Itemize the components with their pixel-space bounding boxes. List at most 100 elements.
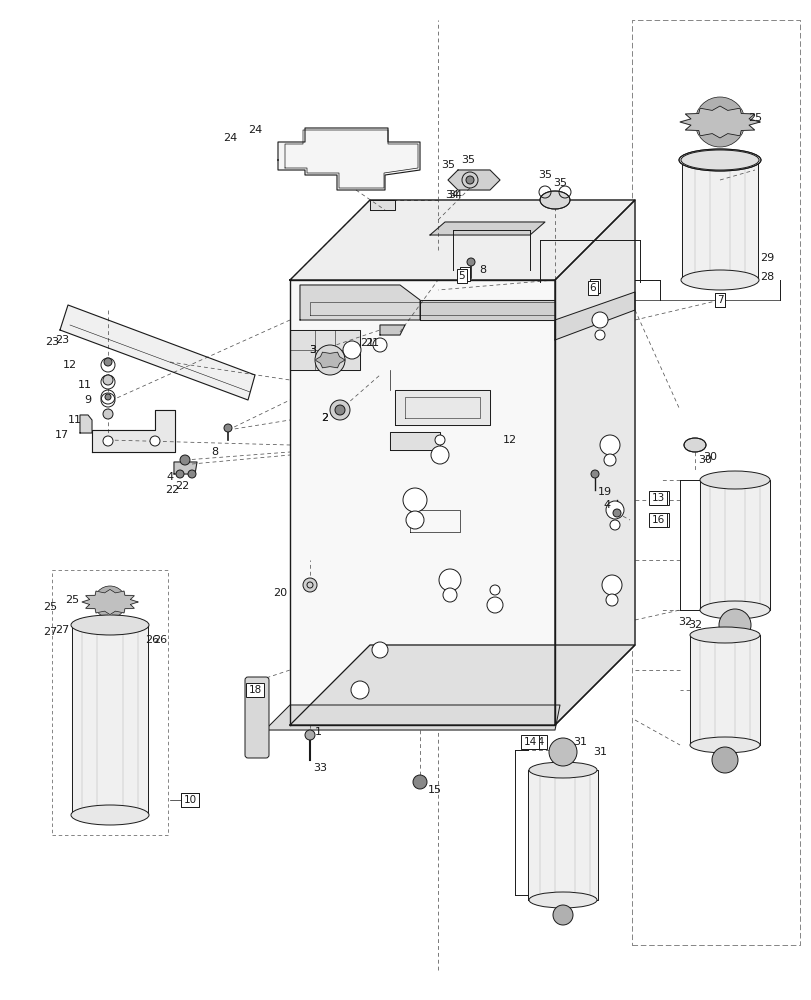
Circle shape	[718, 609, 750, 641]
Text: 12: 12	[502, 435, 517, 445]
Text: 30: 30	[702, 452, 716, 462]
Circle shape	[94, 586, 126, 618]
Text: 11: 11	[78, 380, 92, 390]
Text: 12: 12	[63, 360, 77, 370]
Text: 27: 27	[55, 625, 69, 635]
Polygon shape	[72, 625, 148, 815]
Text: 6: 6	[591, 281, 598, 291]
Circle shape	[466, 176, 474, 184]
Polygon shape	[380, 325, 405, 335]
Circle shape	[694, 97, 744, 147]
Text: 24: 24	[247, 125, 262, 135]
Polygon shape	[370, 200, 394, 210]
Text: 22: 22	[174, 481, 189, 491]
Ellipse shape	[83, 619, 137, 631]
Text: 21: 21	[364, 338, 379, 348]
Text: 26: 26	[152, 635, 167, 645]
Ellipse shape	[699, 601, 769, 619]
Text: 9: 9	[84, 395, 92, 405]
Circle shape	[176, 470, 184, 478]
Polygon shape	[430, 222, 544, 235]
Circle shape	[335, 405, 345, 415]
Circle shape	[609, 520, 620, 530]
Ellipse shape	[528, 892, 596, 908]
Circle shape	[489, 585, 500, 595]
Circle shape	[305, 730, 315, 740]
Circle shape	[435, 435, 444, 445]
Polygon shape	[264, 705, 560, 730]
Polygon shape	[80, 415, 92, 433]
Circle shape	[711, 747, 737, 773]
Circle shape	[590, 470, 599, 478]
Polygon shape	[92, 410, 175, 452]
Polygon shape	[315, 352, 345, 368]
Text: 15: 15	[427, 785, 441, 795]
Text: 34: 34	[444, 190, 458, 200]
Text: 25: 25	[747, 113, 762, 123]
Text: 24: 24	[222, 133, 237, 143]
Circle shape	[104, 396, 112, 404]
Circle shape	[487, 597, 502, 613]
Text: 35: 35	[538, 170, 551, 180]
Polygon shape	[448, 170, 500, 190]
Circle shape	[612, 509, 620, 517]
Text: 20: 20	[272, 588, 287, 598]
Text: 27: 27	[43, 627, 57, 637]
Circle shape	[591, 312, 607, 328]
Ellipse shape	[689, 153, 749, 167]
Circle shape	[605, 594, 617, 606]
Circle shape	[603, 454, 616, 466]
Polygon shape	[554, 292, 634, 340]
Circle shape	[103, 375, 113, 385]
Circle shape	[594, 330, 604, 340]
Ellipse shape	[72, 616, 148, 634]
Text: 10: 10	[183, 795, 196, 805]
Ellipse shape	[539, 191, 569, 209]
Circle shape	[104, 361, 112, 369]
FancyBboxPatch shape	[245, 677, 268, 758]
Text: 28: 28	[759, 272, 773, 282]
Text: 33: 33	[312, 763, 327, 773]
Text: 2: 2	[321, 413, 328, 423]
Text: 3: 3	[309, 345, 316, 355]
Text: 31: 31	[573, 737, 586, 747]
Circle shape	[431, 446, 448, 464]
Circle shape	[103, 409, 113, 419]
Ellipse shape	[71, 805, 148, 825]
Circle shape	[552, 905, 573, 925]
Polygon shape	[290, 280, 554, 725]
Text: 1: 1	[314, 727, 321, 737]
Text: 11: 11	[68, 415, 82, 425]
Circle shape	[105, 394, 111, 400]
Circle shape	[548, 738, 577, 766]
Polygon shape	[290, 200, 634, 280]
Ellipse shape	[683, 438, 705, 452]
Polygon shape	[60, 305, 255, 400]
Circle shape	[150, 436, 160, 446]
Polygon shape	[699, 480, 769, 610]
Circle shape	[466, 258, 474, 266]
Text: 10: 10	[183, 795, 196, 805]
Text: 2: 2	[321, 413, 328, 423]
Circle shape	[350, 681, 368, 699]
Text: 13: 13	[653, 493, 666, 503]
Text: 23: 23	[55, 335, 69, 345]
Text: 30: 30	[697, 455, 711, 465]
Circle shape	[315, 345, 345, 375]
Text: 4: 4	[603, 500, 610, 510]
Circle shape	[180, 455, 190, 465]
Text: 3: 3	[309, 345, 316, 355]
Ellipse shape	[680, 270, 758, 290]
Polygon shape	[679, 106, 759, 138]
Text: 13: 13	[650, 493, 664, 503]
Circle shape	[188, 470, 195, 478]
Text: 35: 35	[461, 155, 474, 165]
Polygon shape	[277, 128, 419, 190]
Text: 25: 25	[43, 602, 57, 612]
Ellipse shape	[689, 737, 759, 753]
Polygon shape	[290, 330, 359, 370]
Text: 7: 7	[716, 295, 723, 305]
Circle shape	[303, 578, 316, 592]
Circle shape	[605, 501, 623, 519]
Polygon shape	[290, 645, 634, 725]
